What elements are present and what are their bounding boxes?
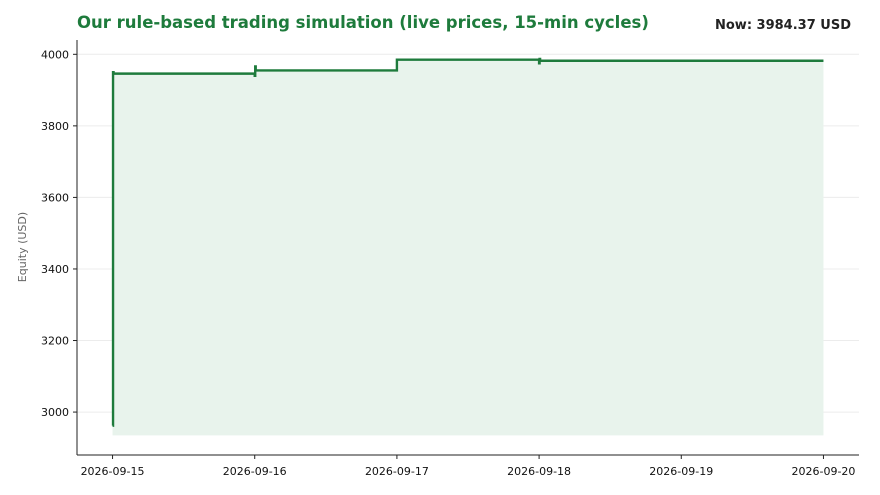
- y-axis-label: Equity (USD): [16, 212, 29, 282]
- x-tick-label: 2026-09-16: [223, 465, 287, 478]
- x-tick-label: 2026-09-17: [365, 465, 429, 478]
- y-tick-label: 3600: [41, 191, 69, 204]
- y-tick-label: 3200: [41, 335, 69, 348]
- x-tick-label: 2026-09-19: [649, 465, 713, 478]
- y-tick-label: 3800: [41, 120, 69, 133]
- chart-title: Our rule-based trading simulation (live …: [77, 13, 649, 32]
- x-tick-label: 2026-09-20: [791, 465, 855, 478]
- x-tick-label: 2026-09-15: [81, 465, 145, 478]
- y-tick-label: 3400: [41, 263, 69, 276]
- equity-line: [111, 57, 824, 427]
- current-equity-label: Now: 3984.37 USD: [715, 18, 851, 33]
- x-axis-ticks: 2026-09-15 2026-09-16 2026-09-17 2026-09-18…: [81, 455, 855, 478]
- y-axis-ticks: 3000 3200 3400 3600 3800 4000: [41, 48, 77, 419]
- y-tick-label: 4000: [41, 48, 69, 61]
- x-tick-label: 2026-09-18: [507, 465, 571, 478]
- equity-area-fill: [112, 58, 824, 436]
- y-tick-label: 3000: [41, 406, 69, 419]
